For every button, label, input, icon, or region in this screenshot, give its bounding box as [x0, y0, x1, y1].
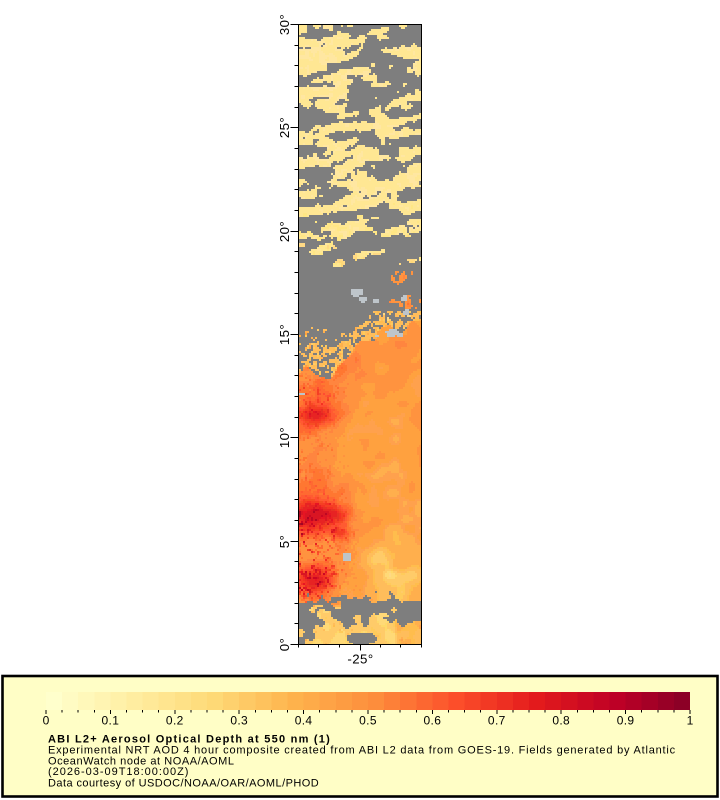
svg-text:0.1: 0.1	[102, 714, 120, 728]
svg-text:20°: 20°	[277, 221, 292, 242]
svg-text:30°: 30°	[277, 14, 292, 35]
svg-text:0.5: 0.5	[359, 714, 377, 728]
svg-text:1: 1	[687, 714, 694, 728]
svg-text:0.3: 0.3	[230, 714, 248, 728]
svg-text:15°: 15°	[277, 324, 292, 345]
svg-text:0.2: 0.2	[166, 714, 184, 728]
svg-text:0.7: 0.7	[488, 714, 506, 728]
svg-text:10°: 10°	[277, 427, 292, 448]
svg-text:25°: 25°	[277, 117, 292, 138]
svg-text:(2026-03-09T18:00:00Z): (2026-03-09T18:00:00Z)	[48, 766, 189, 778]
svg-text:0°: 0°	[277, 638, 292, 652]
svg-text:0.9: 0.9	[617, 714, 635, 728]
svg-text:0.4: 0.4	[295, 714, 313, 728]
svg-text:ABI L2+ Aerosol Optical Depth: ABI L2+ Aerosol Optical Depth at 550 nm …	[48, 734, 331, 746]
svg-text:Experimental NRT AOD 4 hour co: Experimental NRT AOD 4 hour composite cr…	[48, 744, 676, 756]
svg-text:-25°: -25°	[347, 652, 373, 667]
svg-text:OceanWatch node at NOAA/AOML: OceanWatch node at NOAA/AOML	[48, 755, 235, 767]
svg-text:0: 0	[43, 714, 50, 728]
svg-text:Data courtesy of USDOC/NOAA/OA: Data courtesy of USDOC/NOAA/OAR/AOML/PHO…	[48, 777, 319, 789]
svg-text:5°: 5°	[277, 535, 292, 549]
svg-text:0.6: 0.6	[424, 714, 442, 728]
svg-text:0.8: 0.8	[552, 714, 570, 728]
